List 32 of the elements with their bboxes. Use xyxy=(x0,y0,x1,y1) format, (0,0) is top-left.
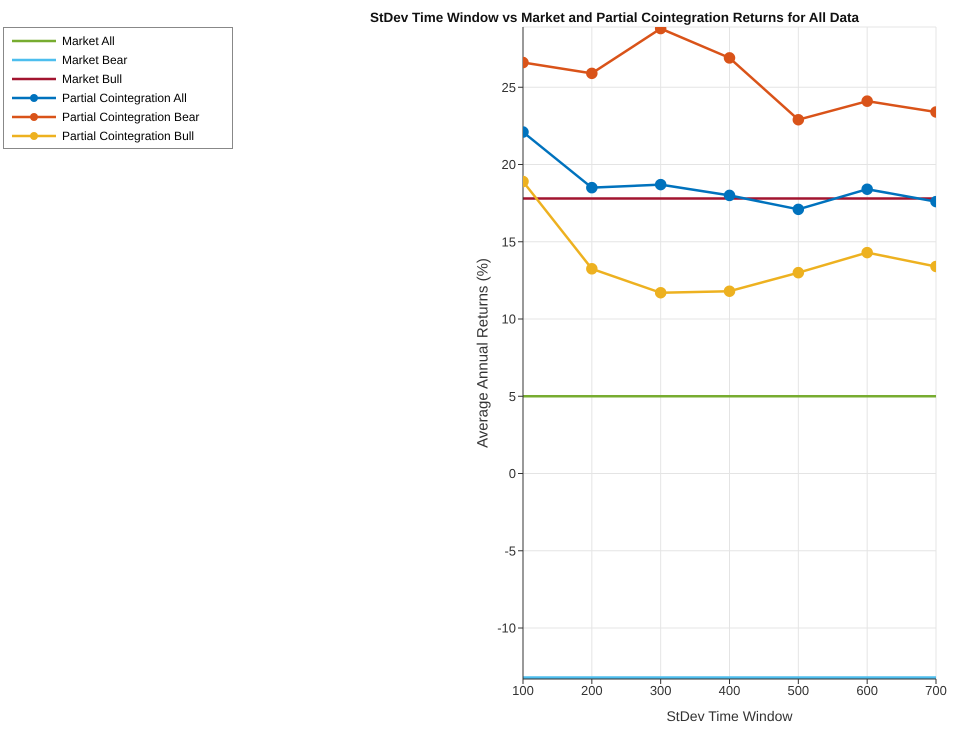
point xyxy=(724,190,736,202)
x-axis-title: StDev Time Window xyxy=(666,708,794,724)
x-tick-label: 400 xyxy=(718,683,740,698)
y-tick-label: 0 xyxy=(508,466,516,482)
legend-label: Market Bear xyxy=(62,52,128,66)
point xyxy=(654,286,666,298)
y-tick-label: 5 xyxy=(508,388,516,404)
x-tick-label: 600 xyxy=(856,683,878,698)
y-tick-label: 15 xyxy=(502,234,516,250)
legend-label: Market All xyxy=(62,34,115,48)
legend-label: Partial Cointegration All xyxy=(62,90,187,104)
x-tick-label: 300 xyxy=(650,683,672,698)
y-axis-title: Average Annual Returns (%) xyxy=(474,258,492,448)
y-tick-label: -10 xyxy=(497,620,516,636)
point xyxy=(792,266,804,278)
x-tick-label: 200 xyxy=(580,683,603,698)
x-tick-label: 700 xyxy=(925,683,947,698)
chart-title: StDev Time Window vs Market and Partial Cointegration Returns for All Data xyxy=(369,10,860,25)
legend-label: Market Bull xyxy=(62,72,122,86)
point xyxy=(724,285,736,297)
y-tick-label: 25 xyxy=(502,80,516,95)
y-tick-label: -5 xyxy=(504,543,516,558)
x-tick-label: 100 xyxy=(512,683,534,698)
point xyxy=(792,204,804,216)
legend-label: Partial Cointegration Bull xyxy=(62,128,194,142)
legend-label: Partial Cointegration Bear xyxy=(62,110,200,124)
x-tick-label: 500 xyxy=(787,683,810,698)
y-tick-label: 20 xyxy=(502,157,516,172)
y-tick-label: 10 xyxy=(502,312,516,327)
point xyxy=(792,114,804,126)
point xyxy=(724,52,736,64)
point xyxy=(654,178,666,190)
